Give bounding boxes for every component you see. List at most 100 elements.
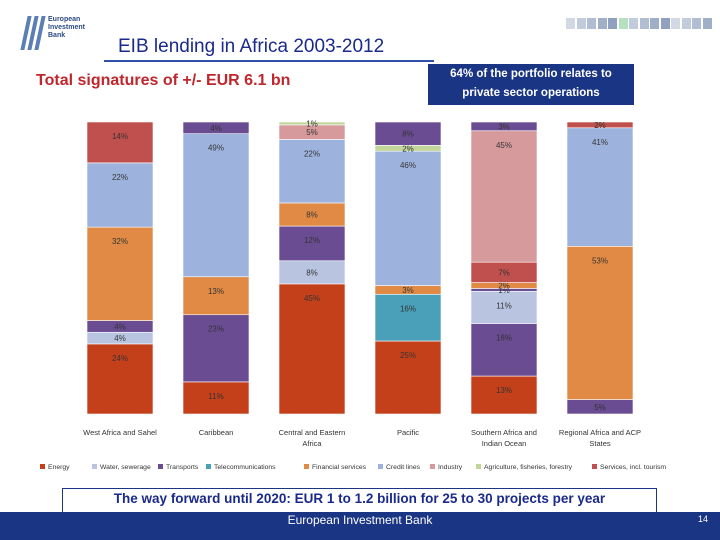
data-label: 4% <box>114 322 126 331</box>
data-label: 53% <box>592 256 608 265</box>
logo-text: European Investment Bank <box>48 16 85 39</box>
decor-square <box>702 18 712 29</box>
bar-segment <box>470 375 538 415</box>
legend-label: Transports <box>166 464 199 471</box>
bar-segment <box>374 293 442 342</box>
data-label: 1% <box>306 119 318 128</box>
legend-swatch <box>476 464 481 469</box>
data-label: 2% <box>594 121 606 130</box>
bar-segment <box>470 130 538 263</box>
bar-segment <box>278 225 346 262</box>
stacked-bar-chart: 24% 4% 4% 32% 22% 14% West Africa and Sahel 11%… <box>40 119 666 471</box>
legend-label: Telecommunications <box>214 464 276 471</box>
data-label: 13% <box>208 287 224 296</box>
category-label: Africa <box>302 439 322 448</box>
category-label: Southern Africa and <box>471 428 537 437</box>
category-label: States <box>589 439 611 448</box>
data-label: 45% <box>496 141 512 150</box>
private-sector-callout: 64% of the portfolio relates to private … <box>428 64 634 105</box>
decor-square <box>629 18 638 29</box>
data-label: 49% <box>208 144 224 153</box>
decor-square <box>576 18 586 29</box>
legend-label: Services, incl. tourism <box>600 464 666 471</box>
legend-swatch <box>378 464 383 469</box>
callout-line-1: 64% of the portfolio relates to <box>450 68 612 80</box>
bar-segment <box>374 121 442 146</box>
decor-square <box>692 18 701 29</box>
decor-square <box>587 18 596 29</box>
data-label: 24% <box>112 354 128 363</box>
title-underline <box>104 60 434 62</box>
category-label: Caribbean <box>199 428 234 437</box>
bar-segment <box>86 226 154 321</box>
decor-square <box>618 18 628 29</box>
decor-square <box>639 18 649 29</box>
category-label: Indian Ocean <box>482 439 527 448</box>
legend-swatch <box>158 464 163 469</box>
data-label: 22% <box>112 173 128 182</box>
bar-segment <box>374 150 442 286</box>
legend-label: Financial services <box>312 464 367 471</box>
legend-swatch <box>206 464 211 469</box>
slide-subtitle: Total signatures of +/- EUR 6.1 bn <box>36 72 291 89</box>
data-label: 41% <box>592 138 608 147</box>
bar-segment <box>278 283 346 415</box>
legend-swatch <box>430 464 435 469</box>
data-label: 3% <box>402 286 414 295</box>
legend-swatch <box>92 464 97 469</box>
data-label: 14% <box>112 132 128 141</box>
decor-square <box>650 18 659 29</box>
legend-swatch <box>40 464 45 469</box>
data-label: 4% <box>114 334 126 343</box>
bar-segment <box>278 139 346 204</box>
data-label: 2% <box>402 144 414 153</box>
bar-segment <box>278 121 346 126</box>
data-label: 5% <box>594 403 606 412</box>
callout-line-2: private sector operations <box>462 87 600 99</box>
bar-segment <box>182 314 250 383</box>
bottom-bar <box>0 512 720 540</box>
data-label: 8% <box>402 130 414 139</box>
bar-segment <box>86 121 154 164</box>
data-label: 32% <box>112 237 128 246</box>
bar-segment <box>566 121 634 129</box>
data-label: 23% <box>208 325 224 334</box>
bar-segment <box>182 276 250 316</box>
legend-label: Credit lines <box>386 464 421 471</box>
decor-square <box>608 18 617 29</box>
eib-logo: European Investment Bank <box>20 14 92 54</box>
bar-segment <box>182 381 250 415</box>
category-label: West Africa and Sahel <box>83 428 157 437</box>
data-label: 13% <box>496 386 512 395</box>
data-label: 1% <box>498 286 510 295</box>
bar-segment <box>182 133 250 278</box>
bar-segment <box>86 162 154 228</box>
data-label: 12% <box>304 236 320 245</box>
decor-square <box>671 18 680 29</box>
data-label: 4% <box>210 124 222 133</box>
footer-statement: The way forward until 2020: EUR 1 to 1.2… <box>113 491 606 506</box>
data-label: 11% <box>496 301 511 310</box>
legend-label: Industry <box>438 464 463 471</box>
bar-segment <box>470 121 538 132</box>
legend-swatch <box>304 464 309 469</box>
bank-name: European Investment Bank <box>287 513 433 527</box>
data-label: 2% <box>498 282 510 291</box>
data-label: 18% <box>496 333 512 342</box>
data-label: 11% <box>208 392 223 401</box>
data-label: 45% <box>304 294 320 303</box>
decor-square <box>681 18 691 29</box>
category-label: Pacific <box>397 428 419 437</box>
data-label: 8% <box>306 211 318 220</box>
decor-square <box>597 18 607 29</box>
bar-segment <box>566 127 634 247</box>
legend-swatch <box>592 464 597 469</box>
decor-square <box>660 18 670 29</box>
bar-segment <box>374 340 442 415</box>
legend-label: Energy <box>48 464 70 471</box>
data-label: 8% <box>306 268 318 277</box>
data-label: 7% <box>498 268 510 277</box>
bar-segment <box>86 343 154 415</box>
decorative-squares <box>566 18 716 30</box>
legend-label: Agriculture, fisheries, forestry <box>484 464 573 471</box>
